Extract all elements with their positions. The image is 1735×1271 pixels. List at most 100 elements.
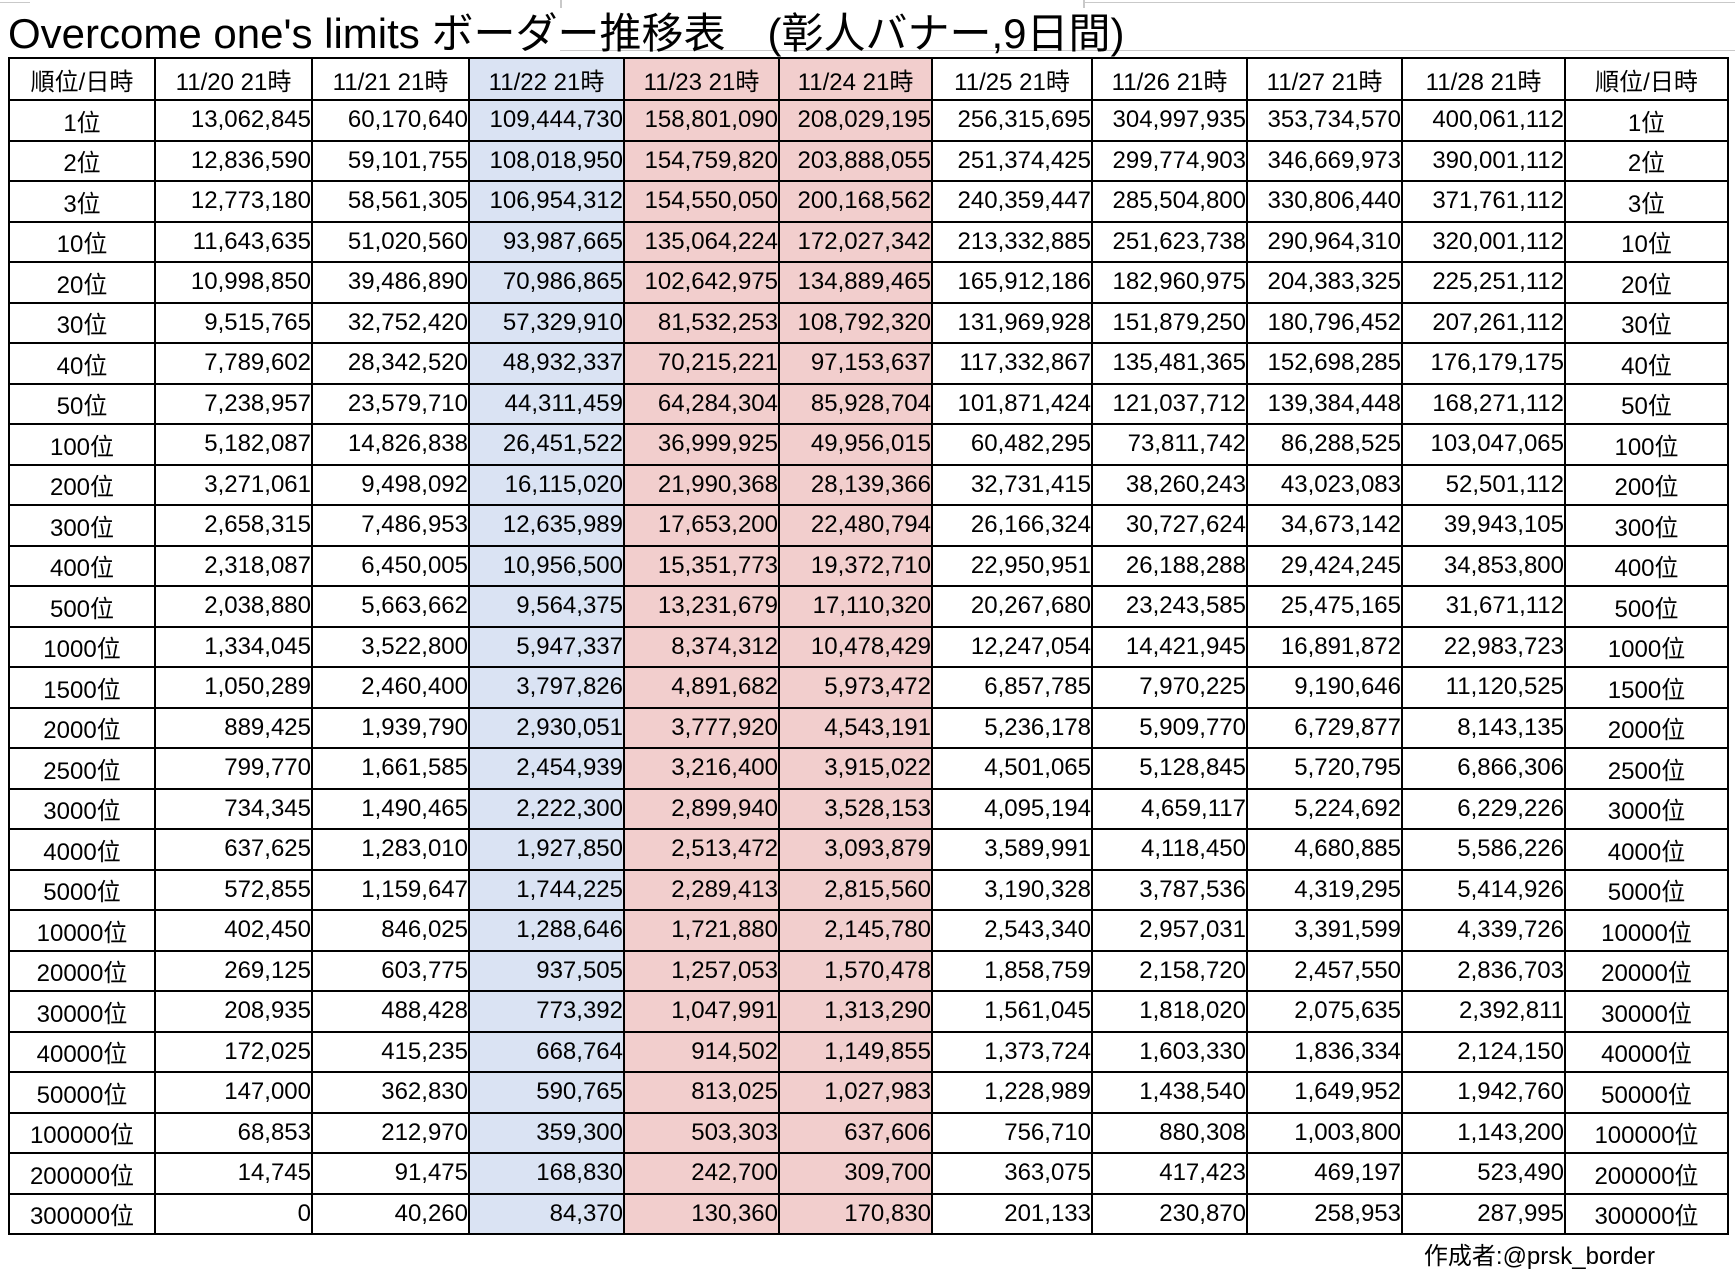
- value-cell: 1,570,478: [778, 949, 933, 992]
- value-cell: 1,373,724: [931, 1030, 1093, 1073]
- spreadsheet-gridline-artifact: [1083, 0, 1085, 8]
- value-cell: 10,956,500: [468, 544, 625, 587]
- value-cell: 362,830: [311, 1071, 470, 1114]
- value-cell: 135,481,365: [1091, 342, 1248, 385]
- value-cell: 1,288,646: [468, 909, 625, 952]
- value-cell: 170,830: [778, 1192, 933, 1235]
- value-cell: 1,939,790: [311, 706, 470, 749]
- value-cell: 603,775: [311, 949, 470, 992]
- value-cell: 81,532,253: [623, 301, 780, 344]
- value-cell: 415,235: [311, 1030, 470, 1073]
- value-cell: 158,801,090: [623, 99, 780, 142]
- rank-cell-left: 30位: [8, 301, 156, 344]
- value-cell: 240,359,447: [931, 180, 1093, 223]
- value-cell: 12,247,054: [931, 625, 1093, 668]
- rank-cell-right: 3000位: [1564, 787, 1729, 830]
- value-cell: 49,956,015: [778, 423, 933, 466]
- value-cell: 26,451,522: [468, 423, 625, 466]
- value-cell: 117,332,867: [931, 342, 1093, 385]
- table-row: 40000位 172,025 415,235 668,764 914,502 1,149,…: [8, 1030, 1729, 1073]
- rank-cell-left: 1500位: [8, 666, 156, 709]
- rank-cell-right: 2位: [1564, 139, 1729, 182]
- rank-cell-left: 10位: [8, 220, 156, 263]
- table-row: 2000位 889,425 1,939,790 2,930,051 3,777,920 4…: [8, 706, 1729, 749]
- value-cell: 25,475,165: [1246, 585, 1403, 628]
- value-cell: 3,915,022: [778, 747, 933, 790]
- value-cell: 773,392: [468, 990, 625, 1033]
- value-cell: 2,543,340: [931, 909, 1093, 952]
- rank-cell-right: 3位: [1564, 180, 1729, 223]
- value-cell: 503,303: [623, 1111, 780, 1154]
- value-cell: 5,224,692: [1246, 787, 1403, 830]
- value-cell: 1,334,045: [154, 625, 313, 668]
- value-cell: 154,550,050: [623, 180, 780, 223]
- value-cell: 2,289,413: [623, 868, 780, 911]
- rank-cell-right: 50位: [1564, 382, 1729, 425]
- column-header-0: 11/20 21時: [154, 57, 313, 101]
- value-cell: 168,271,112: [1401, 382, 1566, 425]
- value-cell: 23,579,710: [311, 382, 470, 425]
- value-cell: 9,564,375: [468, 585, 625, 628]
- value-cell: 51,020,560: [311, 220, 470, 263]
- value-cell: 8,143,135: [1401, 706, 1566, 749]
- value-cell: 353,734,570: [1246, 99, 1403, 142]
- rank-cell-right: 500位: [1564, 585, 1729, 628]
- value-cell: 813,025: [623, 1071, 780, 1114]
- rank-cell-right: 40位: [1564, 342, 1729, 385]
- value-cell: 131,969,928: [931, 301, 1093, 344]
- value-cell: 48,932,337: [468, 342, 625, 385]
- value-cell: 7,970,225: [1091, 666, 1248, 709]
- rank-cell-left: 300位: [8, 504, 156, 547]
- rank-cell-left: 200位: [8, 463, 156, 506]
- value-cell: 11,120,525: [1401, 666, 1566, 709]
- value-cell: 3,528,153: [778, 787, 933, 830]
- value-cell: 2,145,780: [778, 909, 933, 952]
- value-cell: 6,229,226: [1401, 787, 1566, 830]
- value-cell: 590,765: [468, 1071, 625, 1114]
- value-cell: 1,027,983: [778, 1071, 933, 1114]
- value-cell: 84,370: [468, 1192, 625, 1235]
- value-cell: 139,384,448: [1246, 382, 1403, 425]
- table-row: 2500位 799,770 1,661,585 2,454,939 3,216,400 3…: [8, 747, 1729, 790]
- value-cell: 1,649,952: [1246, 1071, 1403, 1114]
- rank-cell-left: 30000位: [8, 990, 156, 1033]
- value-cell: 1,490,465: [311, 787, 470, 830]
- value-cell: 2,038,880: [154, 585, 313, 628]
- value-cell: 2,222,300: [468, 787, 625, 830]
- value-cell: 2,899,940: [623, 787, 780, 830]
- column-header-8: 11/28 21時: [1401, 57, 1566, 101]
- value-cell: 1,561,045: [931, 990, 1093, 1033]
- rank-cell-right: 4000位: [1564, 828, 1729, 871]
- value-cell: 304,997,935: [1091, 99, 1248, 142]
- value-cell: 2,815,560: [778, 868, 933, 911]
- value-cell: 91,475: [311, 1152, 470, 1195]
- value-cell: 2,392,811: [1401, 990, 1566, 1033]
- spreadsheet-gridline-artifact: [1083, 2, 1735, 3]
- value-cell: 1,603,330: [1091, 1030, 1248, 1073]
- value-cell: 97,153,637: [778, 342, 933, 385]
- value-cell: 3,787,536: [1091, 868, 1248, 911]
- value-cell: 668,764: [468, 1030, 625, 1073]
- value-cell: 2,957,031: [1091, 909, 1248, 952]
- rank-cell-right: 100位: [1564, 423, 1729, 466]
- value-cell: 172,027,342: [778, 220, 933, 263]
- table-row: 300位 2,658,315 7,486,953 12,635,989 17,653,2…: [8, 504, 1729, 547]
- value-cell: 12,773,180: [154, 180, 313, 223]
- column-header-2: 11/22 21時: [468, 57, 625, 101]
- rank-cell-left: 4000位: [8, 828, 156, 871]
- value-cell: 58,561,305: [311, 180, 470, 223]
- value-cell: 5,182,087: [154, 423, 313, 466]
- rank-header-cell-left: 順位/日時: [8, 57, 156, 101]
- value-cell: 4,680,885: [1246, 828, 1403, 871]
- table-row: 1000位 1,334,045 3,522,800 5,947,337 8,374,31…: [8, 625, 1729, 668]
- value-cell: 7,789,602: [154, 342, 313, 385]
- value-cell: 846,025: [311, 909, 470, 952]
- value-cell: 70,215,221: [623, 342, 780, 385]
- value-cell: 2,658,315: [154, 504, 313, 547]
- value-cell: 6,866,306: [1401, 747, 1566, 790]
- value-cell: 363,075: [931, 1152, 1093, 1195]
- value-cell: 34,673,142: [1246, 504, 1403, 547]
- value-cell: 176,179,175: [1401, 342, 1566, 385]
- table-row: 30000位 208,935 488,428 773,392 1,047,991 1,31…: [8, 990, 1729, 1033]
- value-cell: 5,586,226: [1401, 828, 1566, 871]
